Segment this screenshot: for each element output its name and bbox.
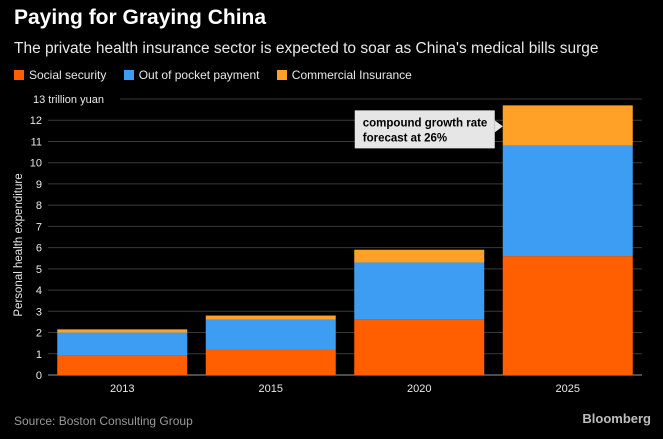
bar-2015-social-security [205,349,336,375]
bar-2020-social-security [354,319,485,375]
bloomberg-logo: Bloomberg [582,411,651,426]
y-tick-6: 6 [36,243,42,255]
y-tick-7: 7 [36,221,42,233]
legend-swatch-social-security [14,70,24,80]
legend-item-commercial-insurance: Commercial Insurance [276,68,412,82]
y-tick-5: 5 [36,264,42,276]
bar-2013-out-of-pocket-payment [57,332,188,356]
source-note: Source: Boston Consulting Group [14,414,193,428]
y-tick-4: 4 [36,285,42,297]
annotation-line-2: forecast at 26% [363,132,447,144]
bar-2025-commercial-insurance [502,105,633,146]
y-tick-8: 8 [36,200,42,212]
legend-label-commercial-insurance: Commercial Insurance [291,68,412,82]
y-axis-label: Personal health expenditure [13,173,25,316]
legend-swatch-out-of-pocket [123,70,134,80]
bar-2025-out-of-pocket-payment [502,145,633,257]
bar-2025-social-security [502,256,633,375]
annotation-line-1: compound growth rate [363,117,488,129]
legend-label-social-security: Social security [29,68,107,82]
annotation-callout: compound growth rate forecast at 26% [354,110,503,149]
y-tick-11: 11 [31,136,42,148]
y-tick-12: 12 [30,115,42,127]
y-tick-3: 3 [36,306,42,318]
x-tick-2015: 2015 [259,383,283,395]
y-tick-2: 2 [36,328,42,340]
x-tick-2013: 2013 [110,383,134,395]
y-tick-0: 0 [36,370,42,382]
bar-2020-out-of-pocket-payment [354,262,485,320]
legend: Social security Out of pocket payment Co… [14,68,426,83]
annotation-box [354,110,495,149]
legend-item-social-security: Social security [14,68,106,82]
x-tick-2020: 2020 [407,383,431,395]
chart-subtitle: The private health insurance sector is e… [14,40,599,57]
bar-2015-commercial-insurance [205,315,336,320]
x-tick-2025: 2025 [556,383,580,395]
bar-group [57,105,633,375]
legend-swatch-commercial-insurance [276,70,287,80]
bar-2020-commercial-insurance [354,249,485,263]
legend-item-out-of-pocket: Out of pocket payment [123,68,260,82]
y-tick-9: 9 [36,179,42,191]
legend-label-out-of-pocket: Out of pocket payment [138,68,260,82]
bar-2013-commercial-insurance [57,329,188,333]
bar-2015-out-of-pocket-payment [205,319,336,350]
y-unit-label: 13 trillion yuan [33,94,104,106]
y-tick-1: 1 [36,349,42,361]
x-tick-labels: 2013 2015 2020 2025 [110,383,580,395]
annotation-pointer [494,120,503,133]
bar-2013-social-security [57,355,188,375]
y-tick-10: 10 [30,158,42,170]
chart-title: Paying for Graying China [14,6,267,29]
